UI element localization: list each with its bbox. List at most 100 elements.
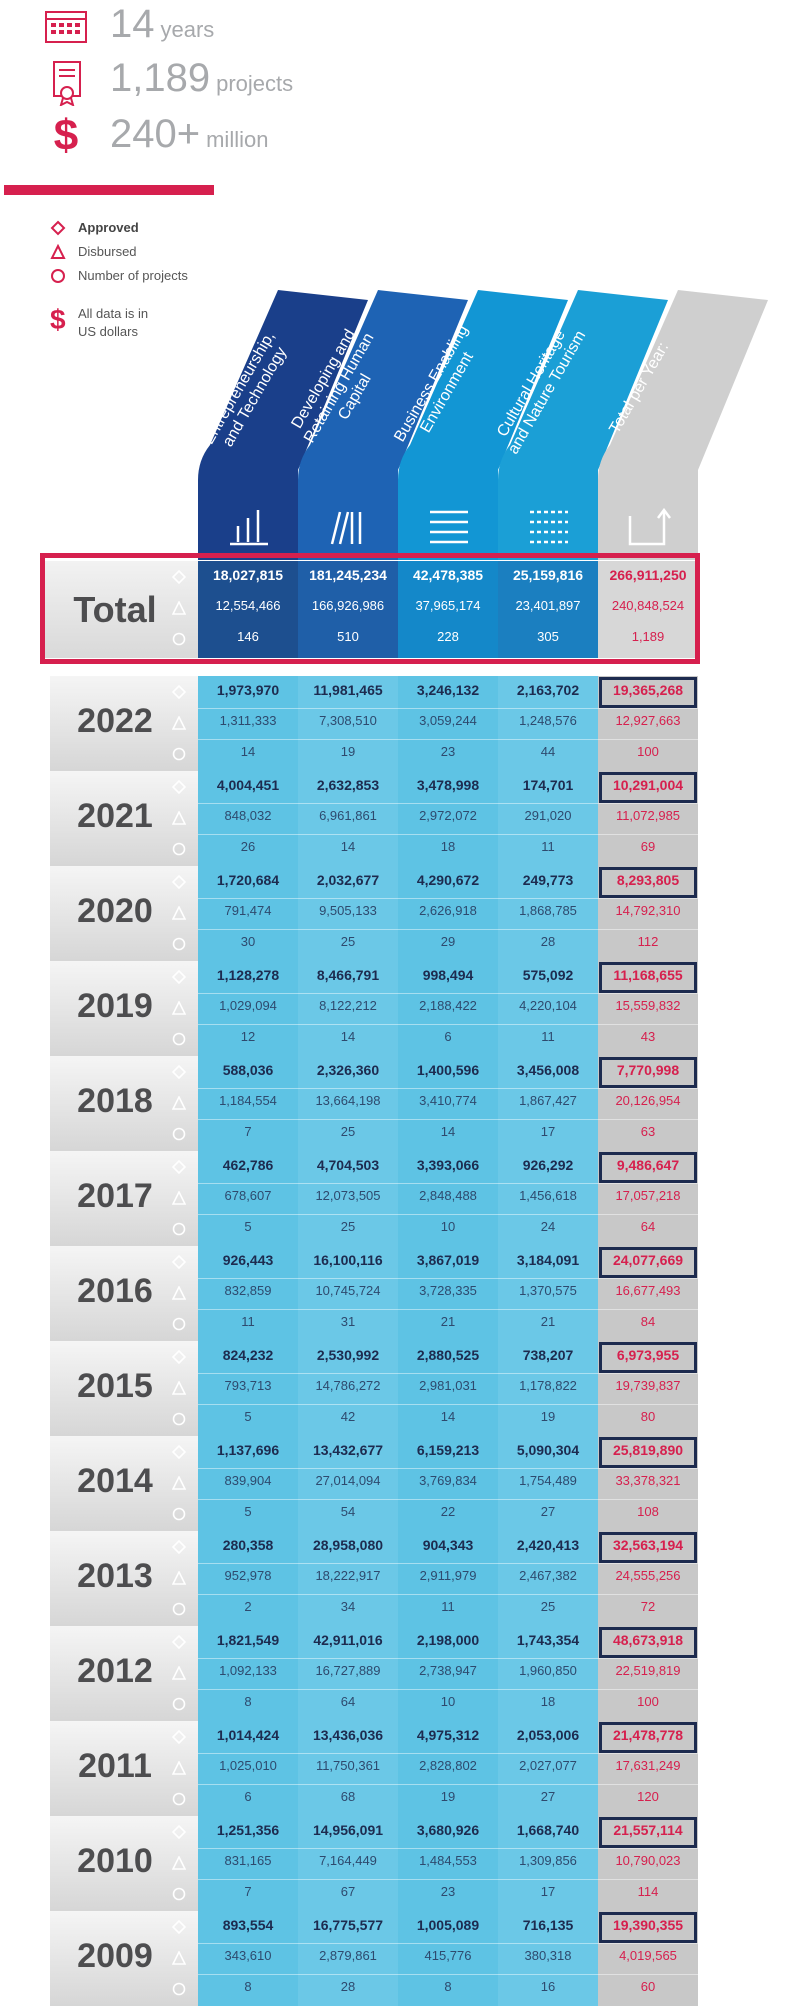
- year-2013-approved-value: 2,420,413: [516, 1537, 580, 1553]
- year-2014-column-bg: [398, 1436, 498, 1531]
- total-column-bg: [598, 561, 698, 658]
- year-2016-column-bg: [198, 1246, 298, 1341]
- year-2016-column-bg: [398, 1246, 498, 1341]
- column-headers: Business,Entrepreneurship,and Technology…: [198, 290, 768, 560]
- year-2017-disbursed-value: 678,607: [224, 1188, 272, 1203]
- year-2013-disbursed-value: 2,467,382: [519, 1568, 577, 1583]
- year-2014-column-bg: [598, 1436, 698, 1531]
- year-2020-label: 2020: [77, 892, 153, 930]
- year-2021-label: 2021: [77, 797, 153, 835]
- triangle-icon: [172, 1191, 186, 1205]
- year-2015-approved-value: 6,973,955: [616, 1347, 680, 1363]
- year-2022-column-bg: [398, 676, 498, 771]
- year-2015-approved-value: 2,530,992: [316, 1347, 380, 1363]
- year-2017-projects-value: 24: [540, 1219, 556, 1234]
- year-2011-approved-value: 1,014,424: [216, 1727, 280, 1743]
- year-2013-projects-value: 34: [340, 1599, 356, 1614]
- diamond-icon: [172, 875, 186, 889]
- year-2010-column-bg: [598, 1816, 698, 1911]
- triangle-icon: [172, 1381, 186, 1395]
- total-column-bg: [298, 561, 398, 658]
- circle-icon: [51, 269, 65, 283]
- year-2014-approved-value: 13,432,677: [312, 1442, 384, 1458]
- year-2020-column-bg: [598, 866, 698, 961]
- diamond-icon: [172, 685, 186, 699]
- year-2022-column-bg: [498, 676, 598, 771]
- year-2017-disbursed-value: 1,456,618: [519, 1188, 577, 1203]
- year-2009-approved-value: 893,554: [222, 1917, 274, 1933]
- year-2012-projects-value: 10: [440, 1694, 456, 1709]
- year-2018-approved-value: 1,400,596: [416, 1062, 480, 1078]
- year-2021-column-bg: [498, 771, 598, 866]
- year-2014-projects-value: 27: [540, 1504, 556, 1519]
- year-2013-approved-value: 32,563,194: [612, 1537, 684, 1553]
- circle-icon: [172, 1412, 186, 1426]
- year-2017-column-bg: [198, 1151, 298, 1246]
- circle-icon: [172, 1127, 186, 1141]
- year-2017-approved-value: 9,486,647: [616, 1157, 680, 1173]
- year-2022-disbursed-value: 1,248,576: [519, 713, 577, 728]
- year-2012-total-frame: [599, 1627, 697, 1658]
- circle-icon: [172, 1317, 186, 1331]
- year-2022-approved-value: 19,365,268: [612, 682, 684, 698]
- year-2018-total-frame: [599, 1057, 697, 1088]
- year-2011-column-bg: [398, 1721, 498, 1816]
- year-2022-disbursed-value: 1,311,333: [219, 713, 277, 728]
- row-divider: [198, 1594, 698, 1595]
- year-2013-projects-value: 72: [640, 1599, 656, 1614]
- year-2016-disbursed-value: 16,677,493: [615, 1283, 681, 1298]
- year-2018-label: 2018: [77, 1082, 153, 1120]
- year-2021-disbursed-value: 291,020: [524, 808, 572, 823]
- year-2017-approved-value: 4,704,503: [316, 1157, 380, 1173]
- year-2014-disbursed-value: 33,378,321: [615, 1473, 681, 1488]
- year-2016-disbursed-value: 10,745,724: [315, 1283, 381, 1298]
- row-divider: [198, 1468, 698, 1469]
- year-2014-disbursed-value: 839,904: [224, 1473, 272, 1488]
- year-2022-projects-value: 100: [637, 744, 659, 759]
- diamond-icon: [172, 1635, 186, 1649]
- total-approved-value: 42,478,385: [412, 567, 484, 583]
- year-2020-projects-value: 25: [340, 934, 356, 949]
- total-projects-value: 228: [437, 629, 459, 644]
- year-2022-total-frame: [599, 677, 697, 708]
- row-divider: [198, 1309, 698, 1310]
- year-2021-column-bg: [198, 771, 298, 866]
- year-2012-label: 2012: [77, 1652, 153, 1690]
- year-2014-disbursed-value: 1,754,489: [519, 1473, 577, 1488]
- triangle-icon: [172, 716, 186, 730]
- year-2013-disbursed-value: 2,911,979: [419, 1568, 477, 1583]
- year-2018-disbursed-value: 1,184,554: [219, 1093, 277, 1108]
- year-2011-column-bg: [598, 1721, 698, 1816]
- year-2015-projects-value: 42: [340, 1409, 356, 1424]
- total-disbursed-value: 37,965,174: [415, 598, 481, 613]
- year-2011-total-frame: [599, 1722, 697, 1753]
- year-2018-projects-value: 25: [340, 1124, 356, 1139]
- year-2011-disbursed-value: 1,025,010: [219, 1758, 277, 1773]
- year-2017-column-bg: [598, 1151, 698, 1246]
- year-2018-disbursed-value: 20,126,954: [615, 1093, 681, 1108]
- year-2020-approved-value: 4,290,672: [416, 872, 480, 888]
- year-2014-projects-value: 5: [244, 1504, 252, 1519]
- row-divider: [198, 1024, 698, 1025]
- year-2009-projects-value: 60: [640, 1979, 656, 1994]
- year-2017-projects-value: 5: [244, 1219, 252, 1234]
- year-2021-total-frame: [599, 772, 697, 803]
- triangle-icon: [172, 1951, 186, 1965]
- year-2010-approved-value: 3,680,926: [416, 1822, 480, 1838]
- year-2012-column-bg: [398, 1626, 498, 1721]
- year-2013-approved-value: 28,958,080: [312, 1537, 384, 1553]
- year-2014-disbursed-value: 3,769,834: [419, 1473, 477, 1488]
- dollar-icon: $: [53, 111, 79, 160]
- year-2018-projects-value: 14: [440, 1124, 456, 1139]
- year-2019-approved-value: 11,168,655: [613, 967, 683, 983]
- year-2021-approved-value: 10,291,004: [612, 777, 684, 793]
- year-2019-column-bg: [398, 961, 498, 1056]
- year-2010-disbursed-value: 1,484,553: [419, 1853, 477, 1868]
- year-2009-disbursed-value: 4,019,565: [619, 1948, 677, 1963]
- diamond-icon: [172, 570, 186, 584]
- total-column-bg: [498, 561, 598, 658]
- year-2021-disbursed-value: 11,072,985: [615, 808, 681, 823]
- year-2019-approved-value: 575,092: [522, 967, 574, 983]
- year-2009-projects-value: 8: [444, 1979, 452, 1994]
- stat-value: 1,189: [110, 56, 211, 100]
